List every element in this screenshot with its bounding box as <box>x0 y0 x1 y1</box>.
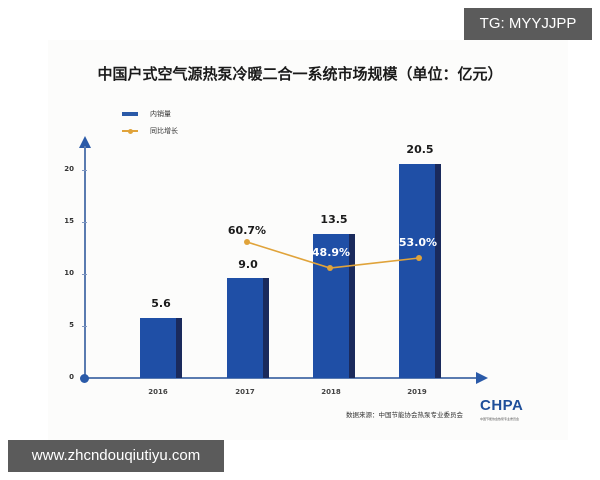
y-axis-arrow-icon <box>79 136 91 148</box>
bar-2017 <box>227 278 269 378</box>
logo-text: CHPA <box>480 397 524 414</box>
watermark-tg: TG: MYYJJPP <box>464 8 592 40</box>
bar-value-2016: 5.6 <box>151 297 171 310</box>
x-axis <box>84 377 478 379</box>
bar-value-2017: 9.0 <box>238 258 258 271</box>
legend-bar-label: 内销量 <box>150 110 171 118</box>
x-axis-arrow-icon <box>476 372 488 384</box>
growth-label-2019: 53.0% <box>398 236 438 249</box>
y-tick-label: 10 <box>64 269 74 277</box>
growth-point-2018 <box>327 265 333 271</box>
y-tick-label: 5 <box>69 321 74 329</box>
origin-dot <box>80 374 89 383</box>
bar-2018 <box>313 234 355 378</box>
x-tick-label: 2019 <box>407 388 427 396</box>
x-tick-label: 2018 <box>321 388 341 396</box>
y-tick-label: 0 <box>69 373 74 381</box>
y-tick-label: 15 <box>64 217 74 225</box>
logo-subtitle: 中国节能协会热泵专业委员会 <box>480 417 520 421</box>
bar-2016 <box>140 318 182 378</box>
chart-title: 中国户式空气源热泵冷暖二合一系统市场规模（单位：亿元） <box>97 65 503 83</box>
source-note: 数据来源：中国节能协会热泵专业委员会 <box>346 411 463 419</box>
watermark-url: www.zhcndouqiutiyu.com <box>8 440 224 472</box>
growth-point-2017 <box>244 239 250 245</box>
growth-point-2019 <box>416 255 422 261</box>
bar-value-2018: 13.5 <box>320 213 348 226</box>
y-tick-label: 20 <box>64 165 74 173</box>
x-tick-label: 2017 <box>235 388 255 396</box>
y-axis <box>84 146 86 378</box>
bar-2019 <box>399 164 441 378</box>
bar-value-2019: 20.5 <box>406 143 434 156</box>
legend-line-label: 同比增长 <box>150 127 178 135</box>
y-tick-mark <box>82 222 87 223</box>
legend-bar-swatch <box>122 112 138 116</box>
y-tick-mark <box>82 326 87 327</box>
y-tick-mark <box>82 274 87 275</box>
x-tick-label: 2016 <box>148 388 168 396</box>
legend-line-swatch <box>122 128 138 134</box>
chpa-logo: CHPA 中国节能协会热泵专业委员会 <box>480 395 550 425</box>
growth-label-2018: 48.9% <box>311 246 351 259</box>
growth-label-2017: 60.7% <box>227 224 267 237</box>
y-tick-mark <box>82 170 87 171</box>
